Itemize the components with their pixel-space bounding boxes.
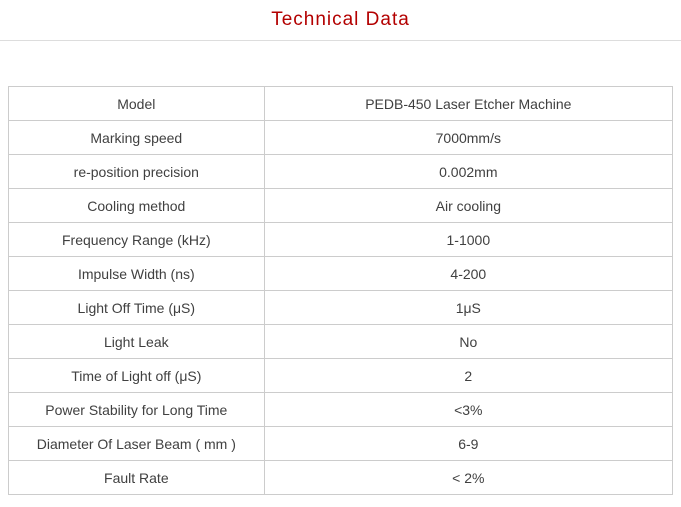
table-row: Diameter Of Laser Beam ( mm ) 6-9 (8, 426, 674, 461)
technical-data-table-body: Model PEDB-450 Laser Etcher Machine Mark… (8, 86, 674, 495)
spec-value-cell: 1-1000 (263, 222, 674, 257)
spec-value-cell: 7000mm/s (263, 120, 674, 155)
spec-name-cell: Light Leak (8, 324, 265, 359)
table-row: Light Off Time (μS) 1μS (8, 290, 674, 325)
spec-name-cell: Marking speed (8, 120, 265, 155)
spec-value-cell: < 2% (263, 460, 674, 495)
spec-value-cell: PEDB-450 Laser Etcher Machine (263, 86, 674, 121)
table-row: Power Stability for Long Time <3% (8, 392, 674, 427)
spec-name-cell: Cooling method (8, 188, 265, 223)
spec-name-cell: Frequency Range (kHz) (8, 222, 265, 257)
spec-name-cell: Power Stability for Long Time (8, 392, 265, 427)
spec-name-cell: Light Off Time (μS) (8, 290, 265, 325)
table-row: Model PEDB-450 Laser Etcher Machine (8, 86, 674, 121)
table-row: Fault Rate < 2% (8, 460, 674, 495)
spec-name-cell: Impulse Width (ns) (8, 256, 265, 291)
table-row: Cooling method Air cooling (8, 188, 674, 223)
table-row: Marking speed 7000mm/s (8, 120, 674, 155)
page-title: Technical Data (271, 9, 410, 30)
table-row: Impulse Width (ns) 4-200 (8, 256, 674, 291)
spec-value-cell: 2 (263, 358, 674, 393)
spec-name-cell: Diameter Of Laser Beam ( mm ) (8, 426, 265, 461)
technical-data-table: Model PEDB-450 Laser Etcher Machine Mark… (8, 86, 674, 495)
table-row: Time of Light off (μS) 2 (8, 358, 674, 393)
spec-name-cell: Fault Rate (8, 460, 265, 495)
spec-name-cell: Time of Light off (μS) (8, 358, 265, 393)
spec-name-cell: Model (8, 86, 265, 121)
table-row: Light Leak No (8, 324, 674, 359)
spec-value-cell: 1μS (263, 290, 674, 325)
spec-value-cell: 0.002mm (263, 154, 674, 189)
spec-value-cell: Air cooling (263, 188, 674, 223)
spec-value-cell: 4-200 (263, 256, 674, 291)
table-row: Frequency Range (kHz) 1-1000 (8, 222, 674, 257)
table-row: re-position precision 0.002mm (8, 154, 674, 189)
page-header: Technical Data (0, 0, 681, 40)
spec-name-cell: re-position precision (8, 154, 265, 189)
spec-value-cell: <3% (263, 392, 674, 427)
title-divider (0, 40, 681, 41)
spec-value-cell: 6-9 (263, 426, 674, 461)
spec-value-cell: No (263, 324, 674, 359)
